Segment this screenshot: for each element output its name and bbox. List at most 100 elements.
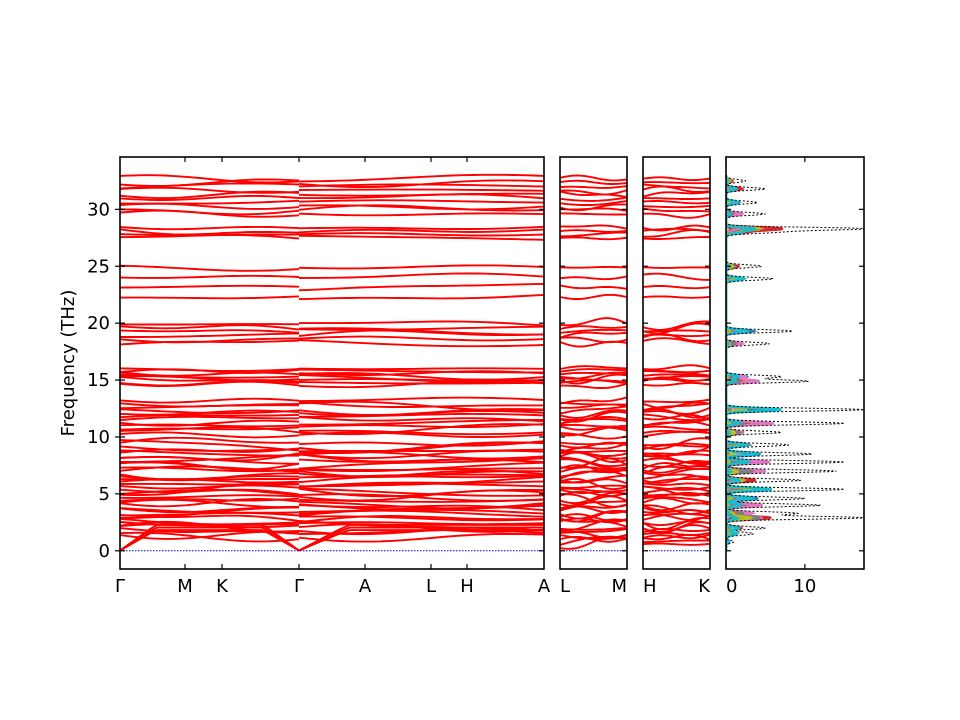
band-line <box>560 518 627 532</box>
band-line <box>560 405 627 415</box>
band-line <box>299 416 544 423</box>
panel-frame <box>642 156 711 570</box>
band-line <box>560 401 627 406</box>
band-line <box>120 426 299 431</box>
band-line <box>560 488 627 496</box>
band-line <box>120 337 299 344</box>
x-tick-label: A <box>359 576 372 597</box>
frames-layer <box>119 156 865 570</box>
band-line <box>120 182 299 190</box>
band-line <box>120 488 299 496</box>
band-line <box>560 212 627 216</box>
ticks-layer <box>115 157 864 569</box>
band-line <box>299 367 544 371</box>
band-line <box>560 365 627 370</box>
band-line <box>120 521 299 527</box>
band-line <box>643 406 710 415</box>
band-line <box>643 429 710 434</box>
y-tick-label: 10 <box>87 427 110 448</box>
band-line <box>299 423 544 436</box>
dos-x-tick-label: 0 <box>726 576 737 597</box>
band-line <box>643 212 710 219</box>
band-line <box>560 200 627 206</box>
band-line <box>299 204 544 211</box>
x-tick-label: M <box>177 576 193 597</box>
band-line <box>643 465 710 475</box>
y-tick-label: 30 <box>87 199 110 220</box>
y-tick-label: 20 <box>87 313 110 334</box>
band-line <box>560 373 627 385</box>
band-line <box>120 402 299 408</box>
band-line <box>299 441 544 453</box>
band-line <box>299 400 544 412</box>
band-line <box>299 234 544 241</box>
band-line <box>560 442 627 454</box>
band-segment-0-1 <box>299 173 544 552</box>
band-line <box>643 485 710 491</box>
band-line <box>120 228 299 236</box>
band-line <box>299 192 544 197</box>
band-line <box>120 472 299 482</box>
partial-dos-curve <box>726 175 782 551</box>
dos-layer <box>726 175 864 551</box>
band-line <box>643 417 710 427</box>
band-line <box>643 413 710 422</box>
band-line <box>120 199 299 205</box>
band-line <box>120 329 299 334</box>
band-line <box>643 413 710 421</box>
band-line <box>643 520 710 527</box>
band-segment-2-0 <box>643 176 710 546</box>
band-line <box>299 327 544 336</box>
band-line <box>299 282 544 292</box>
band-line <box>120 413 299 419</box>
band-line <box>299 325 544 331</box>
band-line <box>120 274 299 279</box>
band-line <box>643 185 710 193</box>
band-line <box>120 431 299 439</box>
band-line <box>643 373 710 377</box>
band-line <box>560 441 627 446</box>
band-line <box>643 446 710 456</box>
band-line <box>299 374 544 383</box>
band-line <box>299 429 544 436</box>
band-line <box>643 460 710 468</box>
band-line <box>560 190 627 199</box>
band-line <box>643 512 710 521</box>
band-line <box>560 229 627 233</box>
band-line <box>643 364 710 371</box>
band-line <box>560 509 627 520</box>
y-tick-label: 15 <box>87 370 110 391</box>
band-line <box>560 179 627 185</box>
band-line <box>560 456 627 468</box>
band-line <box>120 174 299 184</box>
partial-dos-curve <box>726 175 761 551</box>
band-line <box>560 196 627 202</box>
band-line <box>643 539 710 544</box>
band-line <box>120 531 299 543</box>
band-line <box>560 265 627 269</box>
band-line <box>299 431 544 438</box>
x-tick-label: L <box>560 576 570 597</box>
band-line <box>560 432 627 440</box>
band-line <box>120 324 299 331</box>
band-line <box>299 476 544 488</box>
band-line <box>560 382 627 389</box>
band-line <box>560 293 627 300</box>
y-tick-label: 5 <box>99 484 110 505</box>
band-line <box>299 188 544 192</box>
band-line <box>560 451 627 457</box>
band-segment-0-0 <box>120 174 299 552</box>
band-line <box>120 408 299 415</box>
band-line <box>560 448 627 453</box>
band-line <box>120 190 299 200</box>
band-line <box>299 533 544 543</box>
band-line <box>120 482 299 486</box>
band-line <box>643 497 710 505</box>
band-line <box>299 519 544 532</box>
band-line <box>120 436 299 444</box>
band-line <box>299 293 544 301</box>
band-line <box>299 179 544 188</box>
band-line <box>560 328 627 334</box>
band-line <box>560 409 627 419</box>
